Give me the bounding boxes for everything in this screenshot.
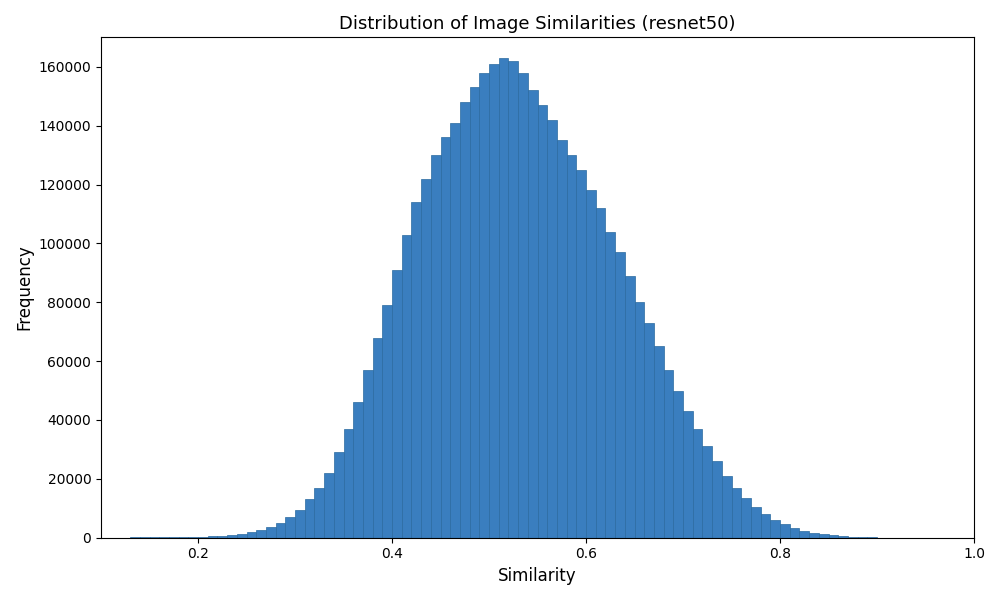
Bar (848, 537, 858, 538)
Bar (683, 411, 693, 538)
Bar (829, 535, 838, 538)
Bar (586, 190, 596, 538)
Bar (654, 346, 664, 538)
Bar (605, 232, 615, 538)
Bar (576, 170, 586, 538)
Bar (635, 302, 644, 538)
Bar (431, 155, 441, 538)
Bar (644, 323, 654, 538)
Bar (441, 137, 450, 538)
Bar (247, 532, 256, 538)
Bar (499, 58, 508, 538)
Bar (324, 473, 334, 538)
Bar (353, 403, 363, 538)
Bar (314, 488, 324, 538)
Bar (790, 528, 799, 538)
Bar (344, 429, 353, 538)
Bar (305, 499, 314, 538)
Bar (741, 498, 751, 538)
Bar (567, 155, 576, 538)
Bar (266, 527, 276, 538)
Bar (256, 530, 266, 538)
Bar (276, 523, 285, 538)
Bar (208, 536, 217, 538)
Bar (392, 270, 402, 538)
Bar (237, 534, 247, 538)
Bar (479, 73, 489, 538)
Bar (664, 370, 673, 538)
Bar (470, 88, 479, 538)
Bar (217, 536, 227, 538)
Bar (712, 461, 722, 538)
Bar (450, 122, 460, 538)
Bar (732, 488, 741, 538)
Bar (508, 61, 518, 538)
Bar (295, 510, 305, 538)
Bar (188, 537, 198, 538)
Bar (693, 429, 702, 538)
Bar (596, 208, 605, 538)
Title: Distribution of Image Similarities (resnet50): Distribution of Image Similarities (resn… (339, 15, 736, 33)
X-axis label: Similarity: Similarity (498, 567, 577, 585)
Bar (363, 370, 373, 538)
Bar (819, 534, 829, 538)
Bar (761, 514, 770, 538)
Bar (334, 452, 344, 538)
Bar (722, 476, 732, 538)
Bar (382, 305, 392, 538)
Bar (780, 524, 790, 538)
Bar (538, 105, 547, 538)
Bar (547, 120, 557, 538)
Y-axis label: Frequency: Frequency (15, 245, 33, 331)
Bar (460, 102, 470, 538)
Bar (489, 64, 499, 538)
Bar (227, 535, 237, 538)
Bar (809, 533, 819, 538)
Bar (411, 202, 421, 538)
Bar (557, 140, 567, 538)
Bar (421, 179, 431, 538)
Bar (625, 276, 635, 538)
Bar (285, 517, 295, 538)
Bar (373, 338, 382, 538)
Bar (751, 507, 761, 538)
Bar (528, 91, 538, 538)
Bar (702, 446, 712, 538)
Bar (615, 252, 625, 538)
Bar (198, 536, 208, 538)
Bar (770, 520, 780, 538)
Bar (518, 73, 528, 538)
Bar (799, 530, 809, 538)
Bar (673, 391, 683, 538)
Bar (838, 536, 848, 538)
Bar (402, 235, 411, 538)
